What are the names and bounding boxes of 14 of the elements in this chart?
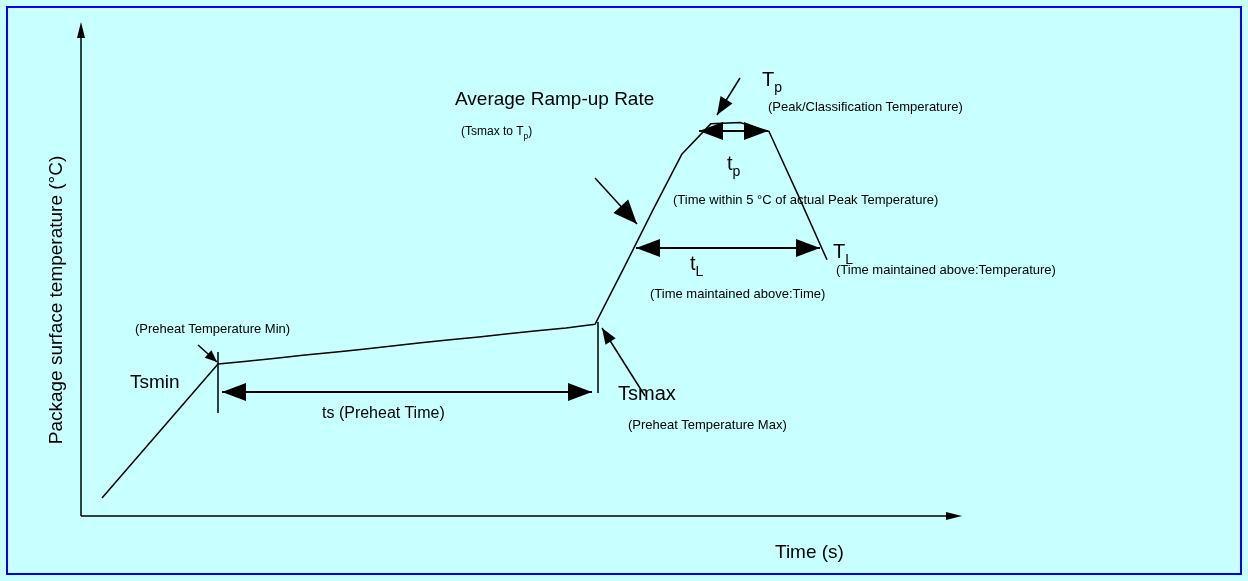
text: Average Ramp-up Rate bbox=[455, 88, 655, 109]
annotation: ts (Preheat Time) bbox=[322, 404, 445, 421]
annotation: t$_{L}$ bbox=[690, 252, 704, 280]
y-axis-title: Package surface temperature (°C) bbox=[45, 155, 66, 445]
annotation: (Tsmax to T$_{p}$) bbox=[461, 124, 533, 141]
annotation: Tsmax bbox=[618, 382, 676, 404]
text: T$_{p}$ bbox=[762, 68, 783, 96]
annotation: (Time maintained above:Time) bbox=[650, 286, 826, 301]
annotation: t$_{p}$ bbox=[727, 152, 741, 180]
annotation: Tsmin bbox=[130, 371, 180, 392]
x-axis-title: Time (s) bbox=[775, 541, 844, 562]
annotation: (Preheat Temperature Max) bbox=[628, 417, 787, 432]
text: (Peak/Classification Temperature) bbox=[768, 99, 963, 114]
annotation: (Preheat Temperature Min) bbox=[135, 321, 291, 336]
